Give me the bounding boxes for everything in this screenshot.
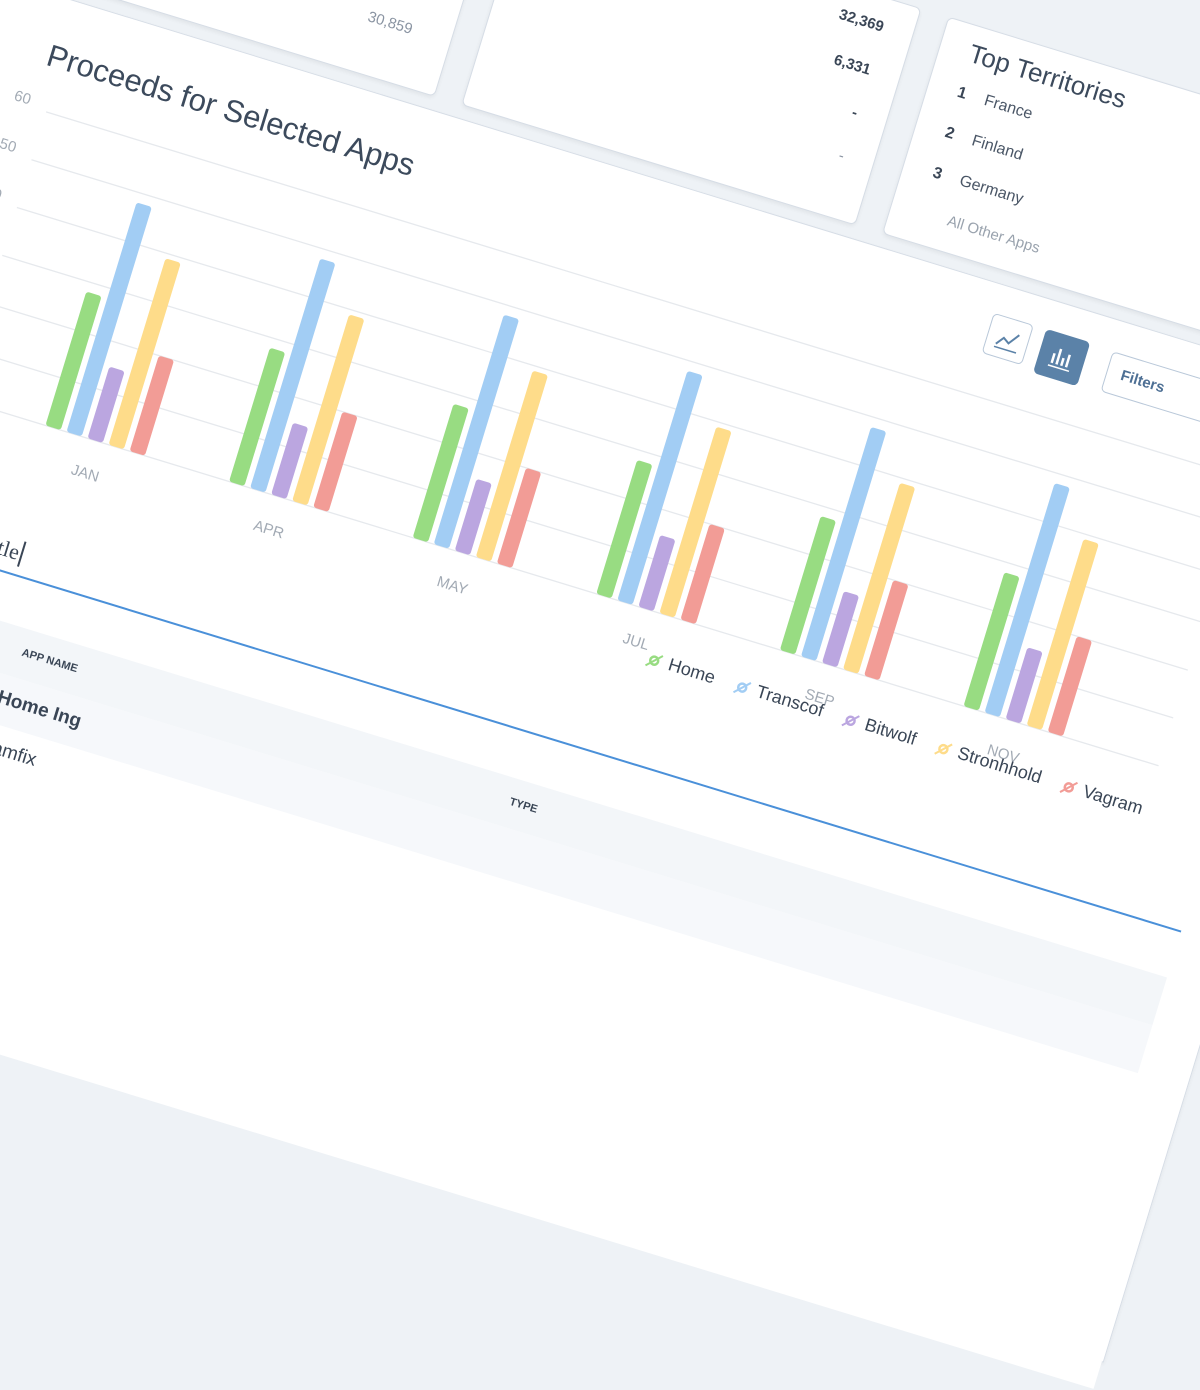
bar bbox=[229, 348, 285, 486]
bar bbox=[455, 479, 492, 555]
legend-icon bbox=[841, 715, 860, 727]
other: All Other Apps bbox=[945, 212, 1042, 257]
legend-icon bbox=[648, 655, 660, 666]
bar bbox=[1027, 539, 1099, 730]
legend-icon bbox=[934, 743, 953, 755]
bar bbox=[801, 427, 886, 661]
bar bbox=[130, 356, 174, 456]
bar bbox=[413, 404, 469, 542]
value: - bbox=[836, 147, 847, 165]
rank: 2 bbox=[942, 124, 957, 143]
grid-line bbox=[0, 398, 1159, 767]
rank: 3 bbox=[930, 164, 945, 184]
legend-item: Transcof bbox=[733, 681, 827, 721]
value: 32,369 bbox=[836, 5, 886, 36]
legend-item: Bitwolf bbox=[841, 714, 920, 749]
x-tick-label: MAY bbox=[435, 573, 470, 598]
x-tick-label: JAN bbox=[69, 461, 101, 486]
legend-icon bbox=[645, 655, 664, 667]
bar bbox=[681, 524, 725, 624]
bar bbox=[250, 259, 335, 492]
y-tick-label: 40 bbox=[0, 183, 4, 204]
bar bbox=[639, 535, 675, 611]
bar bbox=[864, 580, 908, 680]
territory: France bbox=[982, 92, 1035, 123]
bar-chart-button[interactable] bbox=[1032, 328, 1091, 387]
rank: 1 bbox=[955, 83, 969, 103]
bar bbox=[596, 460, 652, 598]
legend-label: Bitwolf bbox=[862, 714, 920, 749]
value: - bbox=[849, 103, 860, 122]
bar bbox=[843, 483, 915, 674]
legend-icon bbox=[1063, 782, 1075, 793]
bar-icon bbox=[1047, 348, 1072, 373]
bar bbox=[109, 258, 181, 449]
legend-item: Vagram bbox=[1059, 781, 1146, 818]
legend-icon bbox=[845, 715, 856, 726]
legend-icon bbox=[736, 682, 748, 693]
bar bbox=[67, 203, 152, 436]
total: 30,859 bbox=[365, 8, 415, 38]
y-tick-label: 50 bbox=[0, 135, 18, 156]
legend-label: Home bbox=[666, 654, 718, 687]
x-tick-label: APR bbox=[251, 517, 286, 542]
value: 6,331 bbox=[831, 51, 873, 79]
grid-line bbox=[0, 302, 1188, 671]
legend-icon bbox=[733, 682, 752, 694]
territory: Finland bbox=[969, 132, 1025, 164]
bar bbox=[822, 591, 859, 667]
bar bbox=[985, 483, 1070, 717]
bar bbox=[434, 315, 519, 549]
bar bbox=[618, 371, 703, 605]
legend-label: Transcof bbox=[754, 681, 827, 721]
grid-line bbox=[45, 111, 1200, 480]
y-tick-label: 60 bbox=[12, 87, 33, 108]
legend-icon bbox=[1059, 781, 1078, 793]
legend-item: Home bbox=[645, 654, 718, 687]
legend-label: Vagram bbox=[1081, 781, 1146, 818]
grid-line bbox=[0, 350, 1174, 719]
grid-line bbox=[31, 159, 1200, 528]
bar bbox=[497, 468, 541, 568]
bar bbox=[46, 292, 101, 430]
grid-line bbox=[16, 206, 1200, 576]
line-icon bbox=[993, 334, 1020, 354]
bar bbox=[313, 412, 357, 512]
bar bbox=[476, 371, 548, 561]
bar bbox=[271, 423, 308, 499]
grid-line bbox=[2, 254, 1200, 623]
line-chart-button[interactable] bbox=[981, 312, 1034, 366]
bar bbox=[660, 427, 731, 618]
bar bbox=[964, 572, 1019, 711]
bar bbox=[1006, 647, 1043, 723]
bar bbox=[88, 367, 124, 443]
bar bbox=[1048, 636, 1092, 736]
territory: Germany bbox=[957, 172, 1026, 208]
legend-icon bbox=[938, 743, 949, 755]
bar bbox=[292, 315, 364, 505]
x-tick-label: JUL bbox=[621, 630, 651, 654]
bar bbox=[780, 516, 836, 654]
chart: 0102030405060JANAPRMAYJULSEPNOVHomeTrans… bbox=[0, 87, 1200, 819]
